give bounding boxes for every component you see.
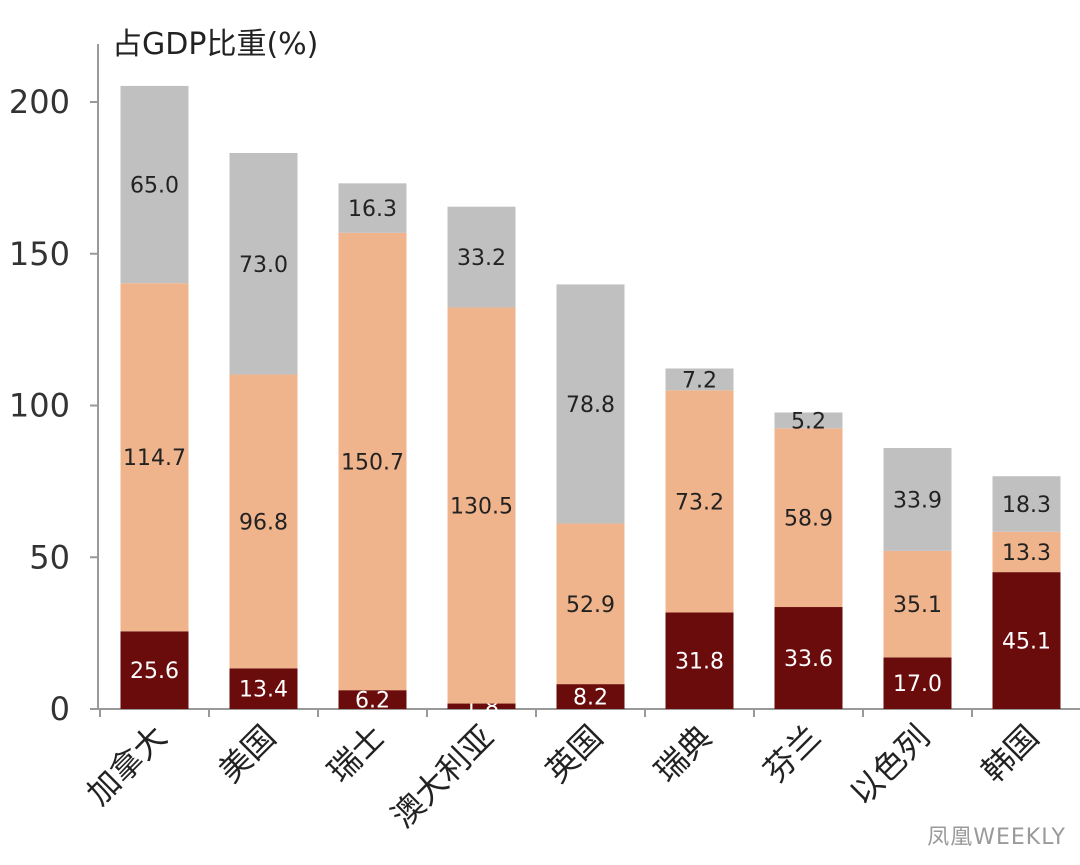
y-axis-title: 占GDP比重(%) (112, 27, 318, 62)
x-tick-label: 英国 (538, 718, 610, 790)
data-label: 65.0 (130, 174, 179, 199)
data-label: 8.2 (573, 686, 608, 711)
data-label: 35.1 (893, 593, 942, 618)
data-label: 16.3 (348, 197, 397, 222)
watermark: 凤凰WEEKLY (927, 825, 1066, 850)
data-label: 45.1 (1002, 630, 1051, 655)
y-tick-label: 50 (29, 538, 70, 576)
bar-segment (338, 690, 407, 709)
data-label: 13.3 (1002, 541, 1051, 566)
data-label: 114.7 (123, 446, 186, 471)
data-label: 52.9 (566, 593, 615, 618)
data-label: 17.0 (893, 672, 942, 697)
bar-segment (447, 307, 516, 704)
x-tick-label: 美国 (211, 718, 283, 790)
x-tick-label: 以色列 (842, 718, 937, 813)
data-label: 58.9 (784, 507, 833, 532)
bar-segment (338, 183, 407, 233)
bar-segment (665, 390, 734, 613)
data-label: 13.4 (239, 678, 288, 703)
bar-segment (556, 684, 625, 709)
bar-segment (665, 612, 734, 709)
bar-segment (120, 85, 189, 284)
data-label: 73.0 (239, 253, 288, 278)
data-label: 33.2 (457, 246, 506, 271)
bar-segment (229, 152, 298, 375)
bar-segment (556, 284, 625, 524)
data-label: 5.2 (791, 409, 826, 434)
bars: 25.6114.765.013.496.873.06.2150.716.31.8… (120, 85, 1061, 720)
y-tick-label: 150 (9, 235, 70, 273)
data-label: 73.2 (675, 490, 724, 515)
bar-segment (883, 447, 952, 551)
x-tick-label: 韩国 (974, 718, 1046, 790)
data-label: 150.7 (341, 450, 404, 475)
bar-segment (774, 607, 843, 709)
bar-segment (447, 206, 516, 308)
bar-segment (992, 572, 1061, 709)
y-tick-label: 200 (9, 83, 70, 121)
data-label: 31.8 (675, 650, 724, 675)
bar-segment (447, 703, 516, 709)
data-label: 130.5 (450, 495, 513, 520)
bar-segment (120, 631, 189, 709)
bar-segment (883, 657, 952, 709)
x-tick-label: 瑞士 (320, 718, 392, 790)
data-label: 33.9 (893, 488, 942, 513)
data-label: 96.8 (239, 510, 288, 535)
bar-segment (338, 232, 407, 691)
bar-segment (774, 412, 843, 429)
bar-segment (120, 283, 189, 632)
bar-segment (665, 368, 734, 391)
bar-segment (992, 476, 1061, 532)
data-label: 33.6 (784, 647, 833, 672)
x-tick-label: 加拿大 (79, 718, 174, 813)
data-label: 25.6 (130, 659, 179, 684)
y-tick-label: 0 (50, 690, 70, 728)
bar-segment (992, 531, 1061, 573)
data-label: 78.8 (566, 393, 615, 418)
data-label: 6.2 (355, 689, 390, 714)
bar-segment (556, 523, 625, 685)
bar-segment (229, 374, 298, 669)
x-tick-label: 澳大利亚 (384, 718, 501, 835)
bar-segment (229, 668, 298, 709)
bar-segment (883, 550, 952, 658)
x-tick-label: 芬兰 (756, 718, 828, 790)
y-tick-label: 100 (9, 387, 70, 425)
x-tick-label: 瑞典 (647, 718, 719, 790)
bar-segment (774, 428, 843, 608)
data-label: 18.3 (1002, 493, 1051, 518)
data-label: 7.2 (682, 368, 717, 393)
